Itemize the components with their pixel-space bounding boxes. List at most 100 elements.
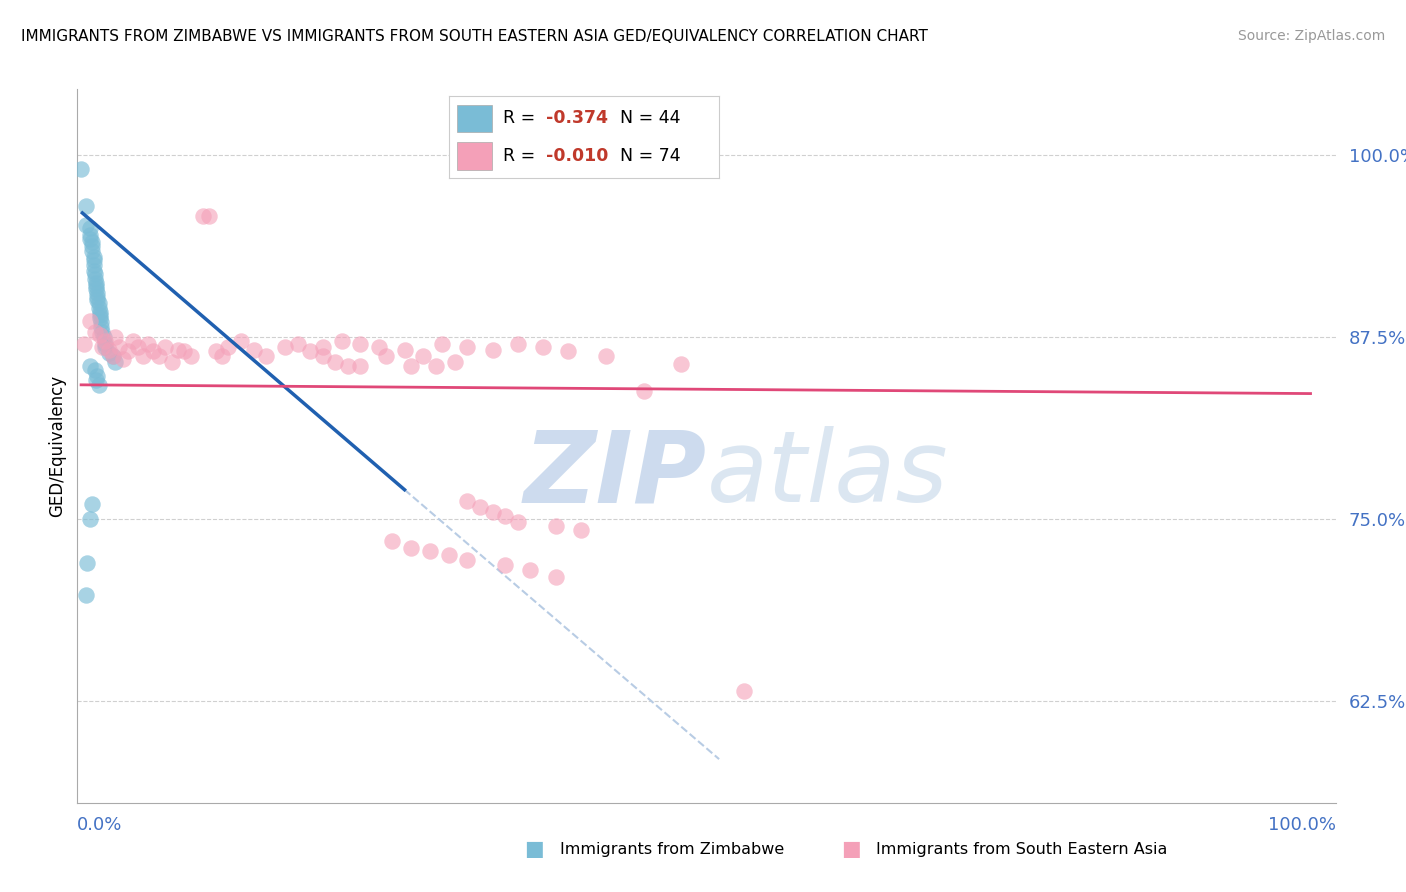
Point	[287, 337, 309, 351]
Point	[204, 344, 226, 359]
Point	[93, 330, 115, 344]
Point	[82, 235, 104, 249]
Point	[468, 500, 491, 515]
Point	[569, 524, 592, 538]
Text: N = 74: N = 74	[620, 147, 681, 165]
Point	[87, 301, 110, 315]
Point	[97, 346, 120, 360]
Point	[198, 209, 221, 223]
Point	[91, 340, 114, 354]
Point	[733, 683, 755, 698]
Point	[89, 310, 111, 325]
Point	[70, 162, 93, 177]
Point	[349, 359, 371, 373]
Text: atlas: atlas	[707, 426, 948, 523]
Point	[155, 340, 177, 354]
Point	[117, 344, 139, 359]
Text: 0.0%: 0.0%	[77, 816, 122, 834]
Point	[368, 340, 391, 354]
Point	[481, 504, 503, 518]
Point	[84, 271, 107, 285]
Point	[83, 259, 105, 273]
Point	[101, 349, 124, 363]
Point	[90, 315, 112, 329]
Point	[84, 282, 107, 296]
Point	[557, 344, 579, 359]
Point	[87, 377, 110, 392]
Point	[531, 340, 554, 354]
Point	[394, 343, 416, 357]
Text: 100.0%: 100.0%	[1268, 816, 1336, 834]
Point	[412, 349, 434, 363]
Point	[312, 340, 335, 354]
Text: Immigrants from South Eastern Asia: Immigrants from South Eastern Asia	[876, 842, 1167, 856]
Point	[86, 293, 108, 308]
Point	[254, 349, 277, 363]
Point	[217, 340, 239, 354]
Point	[544, 519, 567, 533]
Text: ZIP: ZIP	[523, 426, 707, 523]
Point	[111, 351, 134, 366]
Point	[349, 337, 371, 351]
Point	[79, 232, 101, 246]
Point	[108, 340, 131, 354]
Text: ■: ■	[841, 839, 860, 859]
Point	[437, 548, 460, 562]
Point	[323, 354, 346, 368]
Point	[211, 349, 233, 363]
Point	[90, 319, 112, 334]
Bar	[457, 104, 492, 132]
Point	[381, 533, 404, 548]
Point	[83, 250, 105, 264]
Point	[97, 343, 120, 357]
Point	[432, 337, 454, 351]
Bar	[457, 143, 492, 170]
Point	[83, 252, 105, 267]
Text: Source: ZipAtlas.com: Source: ZipAtlas.com	[1237, 29, 1385, 43]
Point	[75, 588, 97, 602]
Point	[82, 497, 104, 511]
Point	[242, 343, 264, 357]
Text: -0.010: -0.010	[546, 147, 609, 165]
Point	[79, 512, 101, 526]
Point	[336, 359, 359, 373]
Point	[142, 344, 165, 359]
Point	[330, 334, 353, 348]
Point	[127, 340, 149, 354]
Point	[84, 326, 107, 340]
Point	[229, 334, 252, 348]
Point	[595, 349, 617, 363]
Text: R =: R =	[503, 110, 540, 128]
Point	[444, 354, 467, 368]
Point	[89, 328, 111, 343]
Point	[633, 384, 655, 398]
Point	[481, 343, 503, 357]
Point	[79, 359, 101, 373]
Point	[79, 314, 101, 328]
Point	[148, 349, 170, 363]
Text: N = 44: N = 44	[620, 110, 681, 128]
Point	[506, 515, 529, 529]
Point	[160, 354, 183, 368]
Point	[425, 359, 447, 373]
Point	[121, 334, 143, 348]
Point	[75, 199, 97, 213]
Text: R =: R =	[503, 147, 540, 165]
Point	[132, 349, 155, 363]
Point	[173, 344, 195, 359]
Point	[494, 558, 516, 573]
Point	[76, 556, 98, 570]
Point	[671, 358, 693, 372]
Point	[82, 239, 104, 253]
Point	[544, 570, 567, 584]
Point	[89, 308, 111, 322]
Point	[84, 276, 107, 290]
Point	[167, 343, 190, 357]
Point	[104, 354, 127, 368]
Point	[79, 227, 101, 242]
Point	[84, 363, 107, 377]
Text: ■: ■	[524, 839, 544, 859]
Point	[84, 278, 107, 293]
Point	[419, 544, 441, 558]
Point	[180, 349, 202, 363]
